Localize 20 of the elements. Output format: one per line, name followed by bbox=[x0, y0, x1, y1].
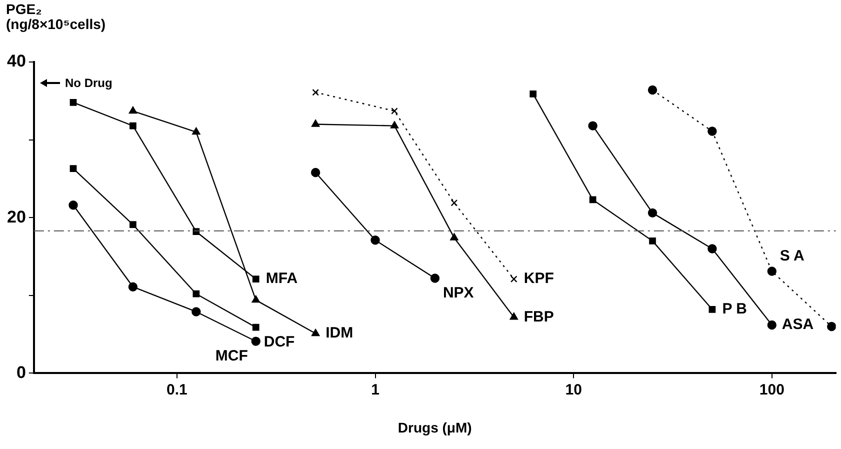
x-tick-label: 1 bbox=[371, 381, 380, 398]
series-label: IDM bbox=[326, 324, 354, 342]
y-tick-label: 0 bbox=[16, 362, 26, 382]
series-label: DCF bbox=[264, 333, 295, 350]
x-axis-title: Drugs (μM) bbox=[398, 419, 472, 436]
series-label: KPF bbox=[524, 270, 554, 288]
series-label: ASA bbox=[782, 316, 814, 334]
x-tick-label: 10 bbox=[565, 381, 582, 398]
y-tick-label: 40 bbox=[6, 52, 26, 71]
series-label: S A bbox=[780, 247, 805, 264]
y-tick-label: 20 bbox=[6, 207, 26, 226]
series-label: NPX bbox=[442, 284, 474, 302]
series-label: MCF bbox=[215, 347, 248, 364]
series-label: FBP bbox=[524, 308, 554, 326]
series-label: MFA bbox=[266, 270, 298, 288]
x-tick-label: 0.1 bbox=[166, 381, 188, 398]
y-axis-title: PGE₂ (ng/8×10⁵cells) bbox=[6, 1, 107, 32]
annotation: No Drug bbox=[65, 76, 112, 90]
x-tick-label: 100 bbox=[759, 381, 784, 398]
series-label: P B bbox=[722, 300, 748, 318]
